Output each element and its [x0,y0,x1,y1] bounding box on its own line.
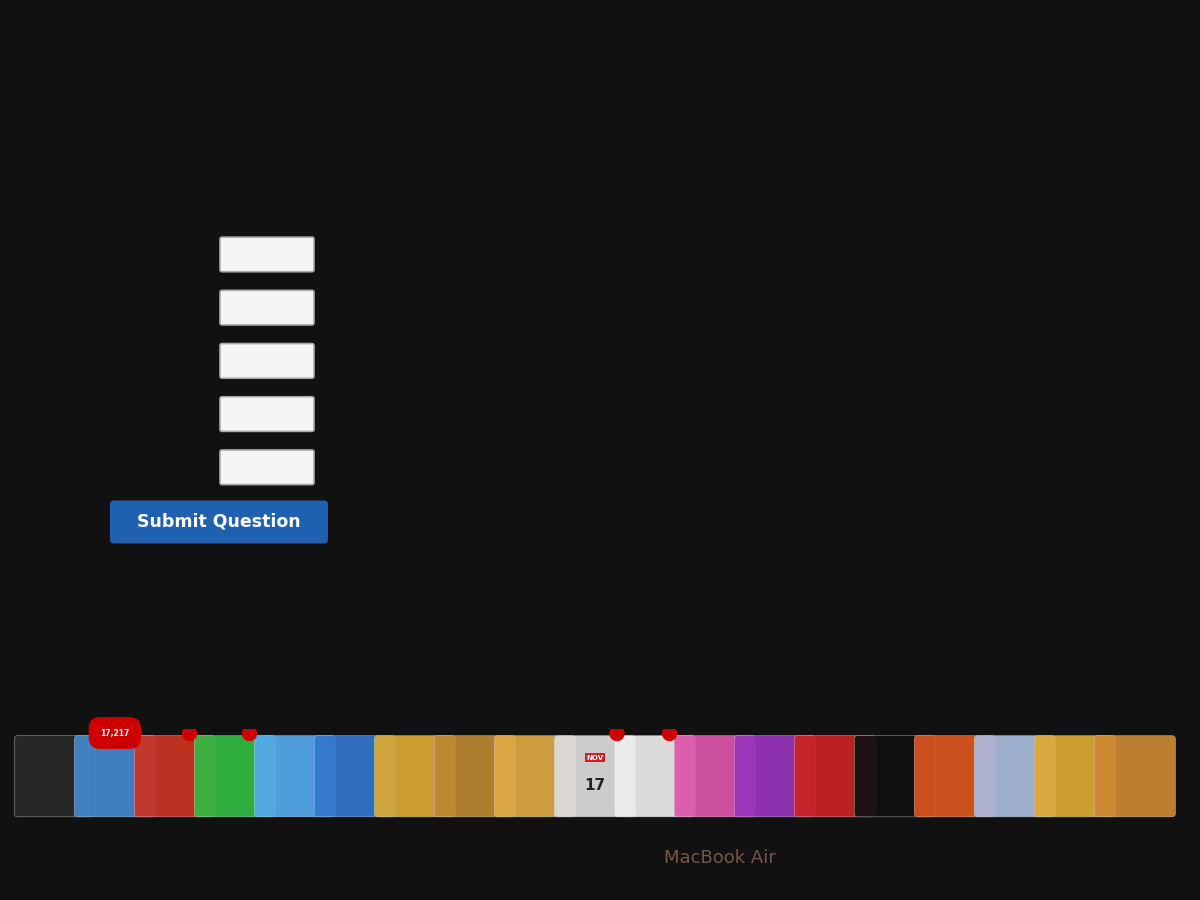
FancyBboxPatch shape [134,735,216,817]
Text: 2|1 7 8: 2|1 7 8 [114,160,182,180]
Text: Submit Question: Submit Question [137,513,301,531]
FancyBboxPatch shape [734,735,816,817]
FancyBboxPatch shape [220,450,314,484]
Text: 1|4 7: 1|4 7 [114,124,164,143]
FancyBboxPatch shape [1094,735,1176,817]
FancyBboxPatch shape [554,735,636,817]
FancyBboxPatch shape [220,397,314,431]
Circle shape [182,726,197,741]
Text: 3|1 7: 3|1 7 [114,197,164,216]
Text: Using the following stem & leaf plot, find the five number summary for the data : Using the following stem & leaf plot, fi… [114,73,1016,92]
FancyBboxPatch shape [794,735,876,817]
Text: 4: 4 [187,729,192,738]
FancyBboxPatch shape [434,735,516,817]
Text: 1: 1 [667,729,672,738]
Text: Max =: Max = [114,458,175,477]
Text: NOV: NOV [587,755,604,760]
FancyBboxPatch shape [374,735,456,817]
Circle shape [662,726,677,741]
Text: 17,217: 17,217 [100,728,130,737]
Text: Min =: Min = [114,245,169,264]
FancyBboxPatch shape [314,735,396,817]
FancyBboxPatch shape [220,291,314,325]
FancyBboxPatch shape [220,344,314,378]
FancyBboxPatch shape [494,735,576,817]
FancyBboxPatch shape [1034,735,1116,817]
FancyBboxPatch shape [974,735,1056,817]
FancyBboxPatch shape [110,500,328,544]
FancyBboxPatch shape [14,735,96,817]
Text: 4|1 4 7 9: 4|1 4 7 9 [114,233,202,253]
FancyBboxPatch shape [254,735,336,817]
Text: Med =: Med = [114,351,175,371]
FancyBboxPatch shape [194,735,276,817]
FancyBboxPatch shape [220,237,314,272]
Text: 6|2 4: 6|2 4 [114,306,164,326]
FancyBboxPatch shape [674,735,756,817]
Text: 5|0 1 5 5 9: 5|0 1 5 5 9 [114,270,220,289]
Text: Q3 =: Q3 = [114,405,162,424]
Text: 17: 17 [584,778,606,793]
Text: Q1 =: Q1 = [114,298,162,317]
FancyBboxPatch shape [614,735,696,817]
Text: 6: 6 [247,729,252,738]
FancyBboxPatch shape [914,735,996,817]
FancyBboxPatch shape [74,735,156,817]
FancyBboxPatch shape [854,735,936,817]
Text: 1: 1 [614,729,620,738]
Text: MacBook Air: MacBook Air [664,849,776,867]
Circle shape [610,726,624,741]
Circle shape [242,726,257,741]
